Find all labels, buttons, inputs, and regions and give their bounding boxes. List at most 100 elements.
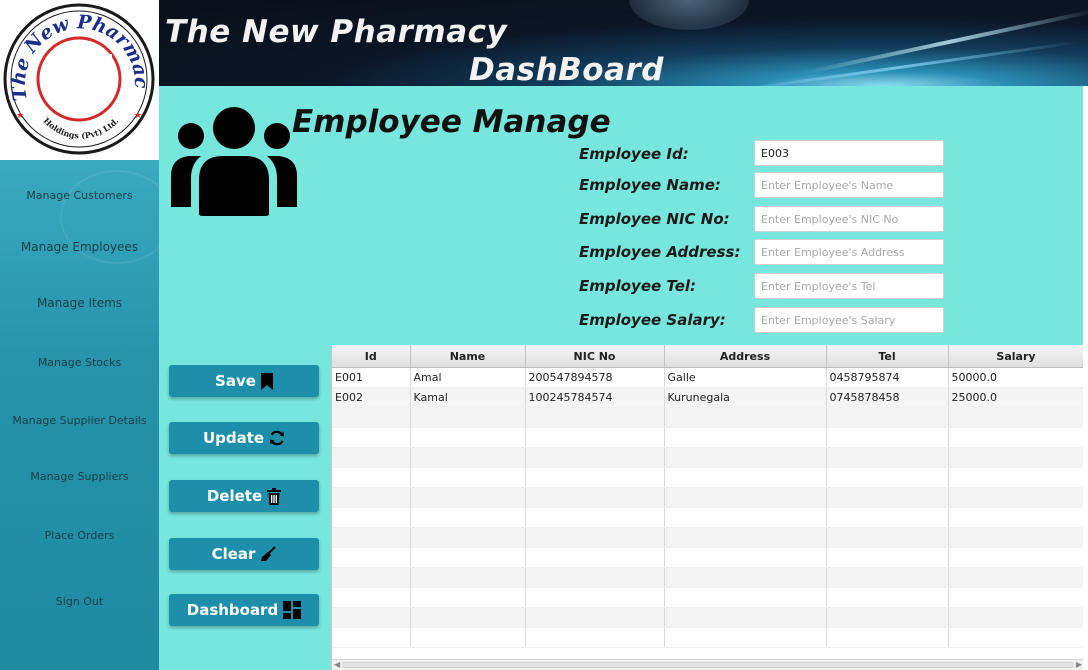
table-cell (948, 567, 1084, 588)
table-cell (826, 487, 949, 508)
table-cell (948, 607, 1084, 628)
update-button[interactable]: Update (169, 422, 319, 454)
table-cell (525, 407, 665, 428)
sidebar-item-manage-suppliers[interactable]: Manage Suppliers (30, 470, 129, 483)
header-banner: The New Pharmacy DashBoard (159, 0, 1088, 86)
table-row-empty[interactable] (332, 627, 1084, 648)
table-cell (332, 567, 411, 588)
sidebar-item-place-orders[interactable]: Place Orders (44, 529, 115, 542)
table-cell (948, 547, 1084, 568)
people-group-icon (171, 107, 297, 216)
employee-name-label: Employee Name: (579, 176, 721, 194)
employee-nic-field[interactable] (754, 206, 944, 232)
table-cell (525, 427, 665, 448)
table-row-empty[interactable] (332, 607, 1084, 628)
table-cell (664, 547, 827, 568)
horizontal-scrollbar[interactable]: ◀ ▶ (332, 659, 1084, 670)
table-cell (664, 607, 827, 628)
table-cell (948, 487, 1084, 508)
table-row-empty[interactable] (332, 427, 1084, 448)
table-cell (525, 527, 665, 548)
save-button[interactable]: Save (169, 365, 319, 397)
sidebar-item-manage-supplier-details[interactable]: Manage Supplier Details (12, 414, 147, 427)
employee-name-field[interactable] (754, 172, 944, 198)
column-header-tel[interactable]: Tel (826, 345, 949, 368)
delete-button[interactable]: Delete (169, 480, 319, 512)
table-cell (332, 587, 411, 608)
table-cell (525, 627, 665, 648)
table-cell (410, 567, 526, 588)
table-cell (525, 547, 665, 568)
table-cell (525, 487, 665, 508)
table-cell (664, 467, 827, 488)
table-row-empty[interactable] (332, 567, 1084, 588)
table-cell (826, 547, 949, 568)
table-cell (664, 487, 827, 508)
scroll-right-icon[interactable]: ▶ (1075, 660, 1082, 669)
column-header-nic[interactable]: NIC No (525, 345, 665, 368)
employee-salary-label: Employee Salary: (579, 311, 726, 329)
table-cell (664, 507, 827, 528)
table-cell (826, 507, 949, 528)
table-cell (332, 407, 411, 428)
table-cell: Kurunegala (664, 387, 827, 408)
scroll-left-icon[interactable]: ◀ (334, 660, 341, 669)
clear-button[interactable]: Clear (169, 538, 319, 570)
table-cell (332, 447, 411, 468)
table-cell (826, 607, 949, 628)
table-cell (664, 627, 827, 648)
table-row-empty[interactable] (332, 547, 1084, 568)
table-cell: Kamal (410, 387, 526, 408)
column-header-address[interactable]: Address (664, 345, 827, 368)
table-cell (826, 627, 949, 648)
sidebar-item-manage-employees[interactable]: Manage Employees (20, 240, 139, 254)
table-row-empty[interactable] (332, 527, 1084, 548)
table-cell (826, 567, 949, 588)
scrollbar-thumb[interactable] (342, 662, 1074, 668)
table-row-empty[interactable] (332, 467, 1084, 488)
table-cell (332, 427, 411, 448)
table-cell: 0745878458 (826, 387, 949, 408)
employee-table[interactable]: Id Name NIC No Address Tel Salary E001 A… (331, 345, 1084, 670)
table-cell (332, 627, 411, 648)
table-cell (826, 407, 949, 428)
table-row-empty[interactable] (332, 447, 1084, 468)
employee-tel-field[interactable] (754, 273, 944, 299)
employee-id-field[interactable] (754, 140, 944, 166)
table-cell (332, 547, 411, 568)
column-header-name[interactable]: Name (410, 345, 526, 368)
table-row[interactable]: E002 Kamal 100245784574 Kurunegala 07458… (332, 387, 1084, 408)
column-header-id[interactable]: Id (332, 345, 411, 368)
clear-button-label: Clear (211, 545, 256, 563)
sidebar-item-manage-items[interactable]: Manage Items (36, 296, 123, 310)
table-cell (525, 587, 665, 608)
table-row-empty[interactable] (332, 487, 1084, 508)
table-cell (664, 447, 827, 468)
table-cell (826, 427, 949, 448)
column-header-salary[interactable]: Salary (948, 345, 1084, 368)
table-cell (410, 547, 526, 568)
table-row[interactable]: E001 Amal 200547894578 Galle 0458795874 … (332, 367, 1084, 388)
table-cell (332, 487, 411, 508)
sidebar-item-sign-out[interactable]: Sign Out (55, 595, 104, 608)
table-cell (664, 527, 827, 548)
table-cell (664, 407, 827, 428)
employee-id-label: Employee Id: (579, 145, 689, 163)
table-cell (948, 587, 1084, 608)
employee-salary-field[interactable] (754, 307, 944, 333)
update-button-label: Update (202, 429, 265, 447)
table-cell (948, 527, 1084, 548)
table-row-empty[interactable] (332, 407, 1084, 428)
sidebar-item-manage-stocks[interactable]: Manage Stocks (37, 356, 122, 369)
table-cell (525, 447, 665, 468)
table-row-empty[interactable] (332, 587, 1084, 608)
table-cell (332, 467, 411, 488)
table-row-empty[interactable] (332, 507, 1084, 528)
table-cell: 100245784574 (525, 387, 665, 408)
table-header-row: Id Name NIC No Address Tel Salary (332, 345, 1084, 368)
dashboard-grid-icon (283, 601, 302, 619)
dashboard-button[interactable]: Dashboard (169, 594, 319, 626)
main-panel: Employee Manage Employee Id: Employee Na… (159, 86, 1084, 670)
sidebar-item-manage-customers[interactable]: Manage Customers (26, 189, 133, 202)
employee-address-field[interactable] (754, 239, 944, 265)
